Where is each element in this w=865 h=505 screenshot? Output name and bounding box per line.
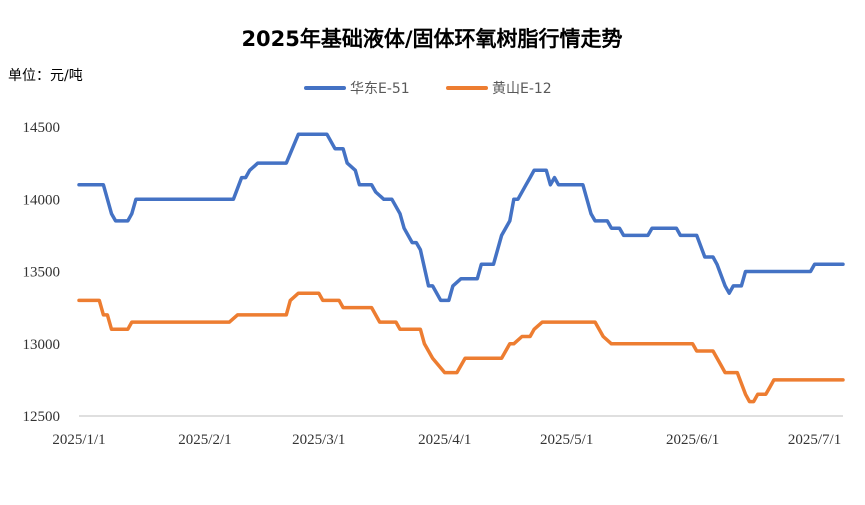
x-axis-ticks: 2025/1/1 2025/2/1 2025/3/1 2025/4/1 2025/5/1… — [52, 432, 841, 448]
y-tick-label: 13000 — [23, 337, 61, 353]
legend-label-huadong-e51: 华东E-51 — [350, 81, 410, 97]
x-tick-label: 2025/3/1 — [292, 432, 345, 448]
x-tick-label: 2025/7/1 — [788, 432, 841, 448]
series-line-huangshan-e12 — [77, 291, 845, 404]
y-tick-label: 12500 — [23, 409, 61, 425]
y-tick-label: 14500 — [23, 120, 61, 136]
x-tick-label: 2025/5/1 — [540, 432, 593, 448]
legend: 华东E-51 黄山E-12 — [304, 80, 552, 97]
x-tick-label: 2025/1/1 — [52, 432, 105, 448]
x-tick-label: 2025/4/1 — [418, 432, 471, 448]
y-tick-label: 13500 — [23, 265, 61, 281]
unit-label: 单位：元/吨 — [8, 68, 83, 84]
y-tick-label: 14000 — [23, 192, 61, 208]
legend-label-huangshan-e12: 黄山E-12 — [492, 80, 552, 97]
x-tick-label: 2025/6/1 — [666, 432, 719, 448]
series-line-huadong-e51 — [77, 132, 845, 303]
y-axis-ticks: 14500 14000 13500 13000 12500 — [23, 120, 61, 425]
series-lines — [77, 132, 845, 404]
chart-title: 2025年基础液体/固体环氧树脂行情走势 — [241, 27, 622, 51]
x-tick-label: 2025/2/1 — [178, 432, 231, 448]
